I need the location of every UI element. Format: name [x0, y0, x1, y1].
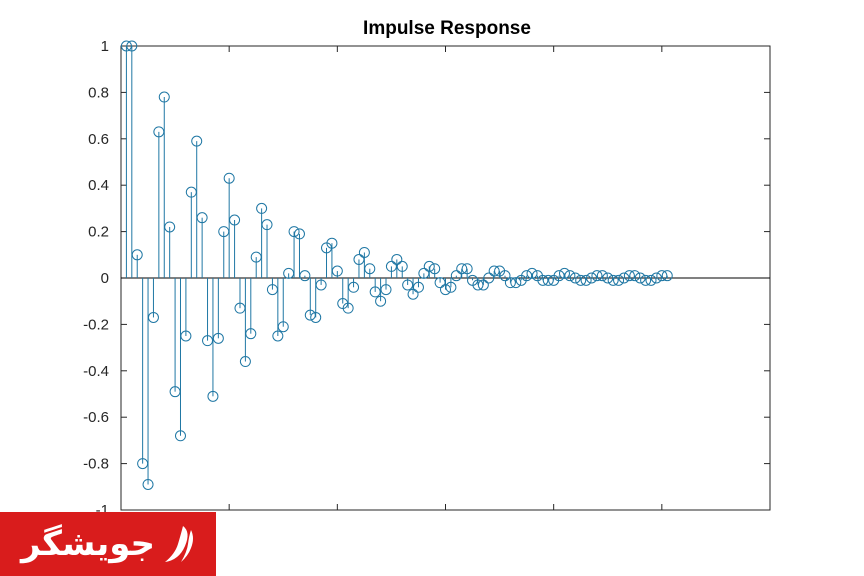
y-tick-label: 0.4 [88, 177, 109, 194]
stem-marker [277, 321, 289, 333]
stem-marker [326, 237, 338, 249]
stems-layer [120, 40, 770, 490]
stem-marker [396, 260, 408, 272]
stem-marker [499, 270, 511, 282]
watermark-logo-badge: جویشگر [0, 512, 216, 576]
stem-marker [526, 267, 538, 279]
stem-marker [423, 260, 435, 272]
stem-marker [358, 246, 370, 258]
stem-marker [315, 279, 327, 291]
stem-marker [375, 295, 387, 307]
stem-marker [158, 91, 170, 103]
stem-marker [440, 284, 451, 296]
stem-marker [191, 135, 203, 147]
stem-marker [613, 274, 625, 286]
stem-marker [429, 263, 441, 275]
stem-marker [558, 267, 570, 279]
stem-marker [147, 311, 159, 323]
stem-marker [310, 311, 322, 323]
stem-marker [510, 277, 522, 289]
y-tick-label: -0.8 [83, 456, 109, 473]
stem-marker [580, 274, 592, 286]
stem-marker [126, 40, 138, 52]
y-tick-label: -1 [96, 502, 109, 512]
stem-marker [131, 249, 143, 261]
brand-logo-icon [165, 526, 194, 562]
stem-marker [661, 270, 673, 282]
stem-marker [272, 330, 284, 342]
stem-marker [288, 226, 300, 238]
y-tick-label: 0.2 [88, 224, 109, 241]
stem-marker [223, 172, 235, 184]
stem-marker [461, 263, 473, 275]
y-tick-label: 0.6 [88, 131, 109, 148]
stem-marker [229, 214, 241, 226]
stem-marker [142, 478, 154, 490]
y-tick-label: 1 [101, 38, 109, 55]
stem-marker [245, 328, 257, 340]
stem-marker [391, 253, 403, 265]
y-tick-label: -0.6 [83, 409, 109, 426]
stem-marker [364, 263, 376, 275]
stem-marker [412, 281, 424, 293]
stem-marker [261, 219, 273, 231]
stem-marker [645, 274, 657, 286]
stem-marker [596, 270, 608, 282]
stem-marker [342, 302, 354, 314]
stem-marker [564, 270, 576, 282]
stem-marker [256, 202, 268, 214]
stem-marker [180, 330, 192, 342]
y-tick-label: -0.2 [83, 316, 109, 333]
y-tick-label: 0.8 [88, 84, 109, 101]
stem-marker [207, 390, 219, 402]
y-tick-label: -0.4 [83, 363, 109, 380]
stem-marker [299, 270, 311, 282]
stem-marker [174, 430, 186, 442]
stem-marker [348, 281, 360, 293]
stem-marker [477, 279, 489, 291]
stem-marker [445, 281, 457, 293]
impulse-response-chart: Impulse Response -1 -0.8 -0.6 -0.4 -0.2 0 0.2 0… [83, 18, 771, 512]
stem-marker [407, 288, 419, 300]
stem-marker [331, 265, 343, 277]
stem-marker [212, 332, 224, 344]
watermark-text: جویشگر [20, 524, 156, 564]
y-tick-label: 0 [101, 270, 109, 287]
stem-marker [380, 284, 392, 296]
stem-marker [629, 270, 641, 282]
stem-marker [196, 212, 208, 224]
chart-title: Impulse Response [363, 18, 531, 39]
stem-marker [293, 228, 305, 240]
stem-marker [239, 356, 251, 368]
stem-marker [164, 221, 176, 233]
